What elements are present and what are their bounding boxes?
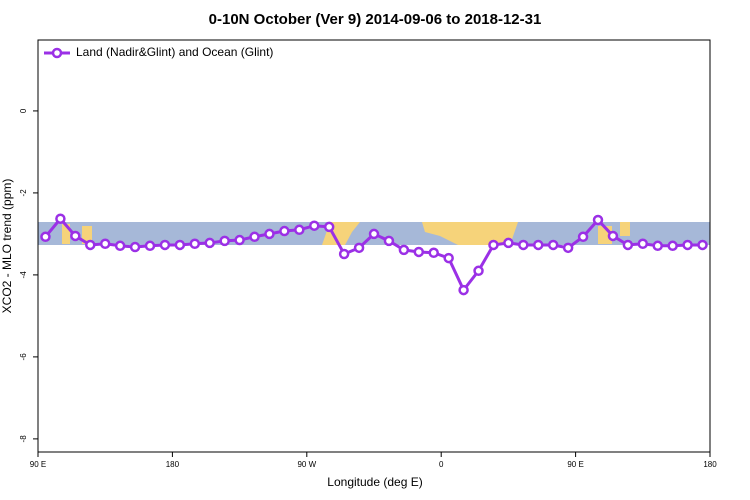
data-point: [338, 248, 350, 260]
land-patch: [62, 224, 70, 244]
y-tick-label: -8: [19, 435, 28, 443]
land-patch: [620, 222, 630, 236]
data-point: [40, 231, 51, 243]
data-point: [368, 228, 380, 240]
x-tick-label: 0: [439, 460, 444, 469]
data-point: [443, 252, 454, 264]
data-point: [279, 225, 290, 237]
data-point: [174, 239, 186, 251]
data-point: [309, 220, 320, 231]
data-point: [249, 231, 260, 243]
data-point: [533, 239, 544, 251]
data-point: [144, 240, 156, 252]
data-point: [264, 228, 275, 240]
data-point: [473, 265, 484, 277]
y-axis-label: XCO2 - MLO trend (ppm): [0, 179, 14, 314]
data-point: [85, 239, 96, 251]
x-tick-label: 180: [166, 460, 180, 469]
x-tick-label: 90 W: [297, 460, 316, 469]
data-point: [294, 224, 305, 236]
data-point: [667, 240, 678, 252]
data-point: [129, 241, 141, 253]
legend-label: Land (Nadir&Glint) and Ocean (Glint): [76, 45, 273, 59]
land-patch: [422, 222, 518, 245]
data-point: [488, 239, 499, 251]
x-tick-label: 180: [703, 460, 717, 469]
data-point: [428, 247, 439, 259]
data-point: [219, 235, 230, 247]
data-point: [637, 238, 649, 249]
data-point: [562, 242, 574, 254]
data-point: [697, 239, 708, 251]
data-point: [682, 239, 693, 251]
data-point: [577, 231, 589, 243]
data-point: [503, 237, 514, 249]
data-point: [592, 214, 604, 226]
data-point: [458, 284, 469, 296]
data-point: [159, 239, 171, 251]
y-tick-label: -2: [19, 189, 28, 197]
x-axis-label: Longitude (deg E): [327, 475, 422, 489]
data-point: [204, 237, 215, 249]
data-point: [652, 240, 663, 252]
data-point: [383, 235, 395, 247]
data-point: [55, 213, 66, 224]
legend-marker: [51, 47, 63, 59]
data-point: [323, 221, 335, 233]
y-tick-label: -6: [19, 353, 28, 361]
x-tick-label: 90 E: [30, 460, 46, 469]
data-point: [114, 240, 126, 252]
plot-frame: [37, 39, 711, 453]
data-point: [413, 246, 425, 258]
data-point: [99, 238, 111, 249]
data-point: [622, 239, 634, 251]
land-patch: [82, 226, 92, 244]
data-point: [234, 234, 245, 246]
data-point: [607, 230, 619, 242]
data-point: [189, 238, 201, 249]
data-point: [70, 230, 81, 242]
y-tick-label: 0: [19, 108, 28, 113]
data-point: [398, 244, 410, 256]
y-tick-label: -4: [19, 271, 28, 279]
chart-title: 0-10N October (Ver 9) 2014-09-06 to 2018…: [209, 11, 542, 28]
data-point: [353, 242, 365, 254]
x-tick-label: 90 E: [567, 460, 583, 469]
data-point: [547, 239, 559, 251]
data-point: [518, 239, 529, 251]
